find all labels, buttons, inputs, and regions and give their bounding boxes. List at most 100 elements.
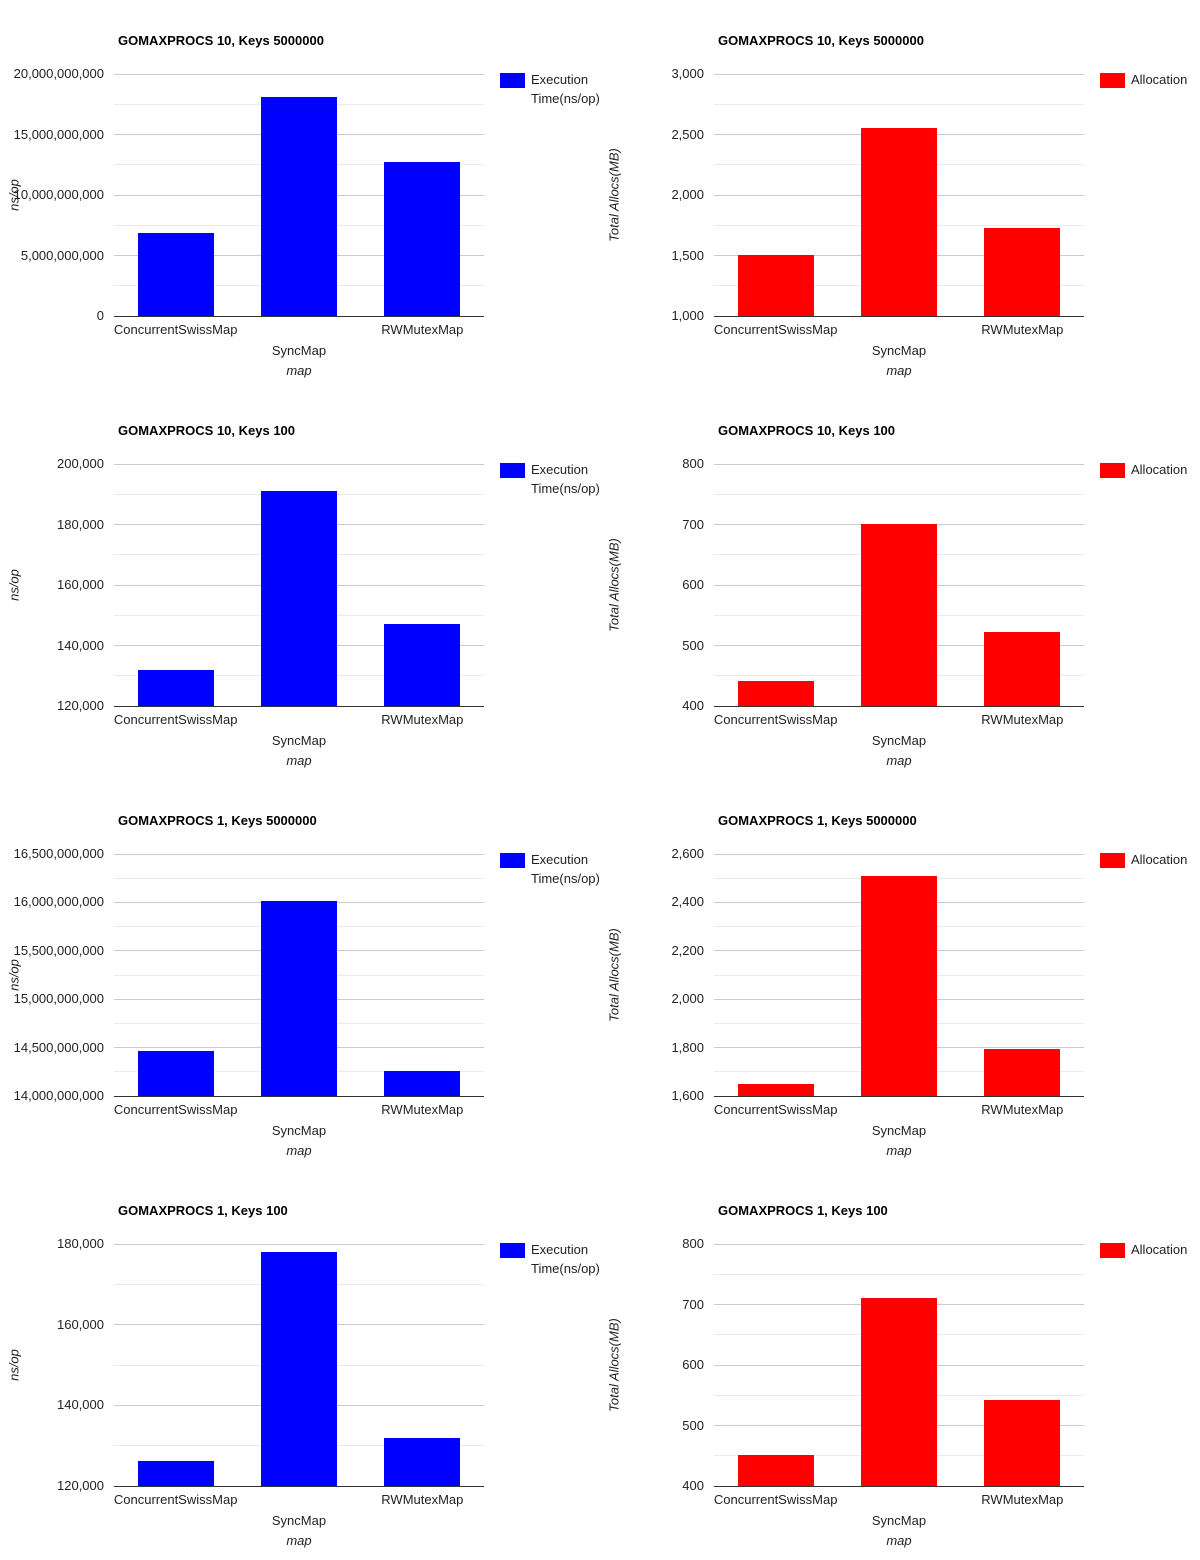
chart-exec-time-gomaxprocs10-keys100: GOMAXPROCS 10, Keys 100 ns/op 120,000 140,0… bbox=[0, 390, 600, 780]
y-tick-label: 15,500,000,000 bbox=[13, 942, 104, 958]
legend-swatch bbox=[500, 853, 525, 868]
bar-rwmutexmap bbox=[984, 227, 1061, 316]
x-category-label: ConcurrentSwissMap bbox=[713, 1492, 838, 1507]
x-category-label: RWMutexMap bbox=[381, 1102, 464, 1117]
bar-rwmutexmap bbox=[984, 631, 1061, 706]
y-tick-label: 5,000,000,000 bbox=[20, 247, 104, 263]
y-tick-label: 700 bbox=[682, 516, 704, 532]
x-axis-title: map bbox=[886, 363, 912, 378]
y-tick-label: 160,000 bbox=[57, 577, 104, 592]
chart-title: GOMAXPROCS 10, Keys 100 bbox=[118, 423, 296, 438]
bar-concurrentswissmap bbox=[737, 254, 814, 316]
y-tick-label: 1,500 bbox=[671, 247, 704, 263]
legend-label: Allocation bbox=[1131, 852, 1188, 867]
chart-title: GOMAXPROCS 10, Keys 5000000 bbox=[118, 33, 324, 48]
major-gridline bbox=[714, 1243, 1084, 1245]
major-gridline bbox=[114, 1243, 484, 1245]
y-tick-label: 14,500,000,000 bbox=[13, 1039, 104, 1055]
bar-concurrentswissmap bbox=[137, 1050, 214, 1096]
legend-swatch bbox=[500, 463, 525, 478]
x-category-label: ConcurrentSwissMap bbox=[113, 712, 238, 727]
y-tick-label: 1,000 bbox=[671, 308, 704, 323]
x-category-label: ConcurrentSwissMap bbox=[113, 1492, 238, 1507]
y-tick-label: 160,000 bbox=[57, 1316, 104, 1332]
y-tick-label: 180,000 bbox=[57, 1236, 104, 1251]
x-axis-title: map bbox=[886, 1143, 912, 1158]
legend-label: Allocation bbox=[1131, 1242, 1188, 1257]
x-category-label: RWMutexMap bbox=[981, 1492, 1064, 1507]
x-category-label: ConcurrentSwissMap bbox=[713, 322, 838, 337]
x-axis-line bbox=[714, 705, 1084, 707]
bar-syncmap bbox=[861, 875, 937, 1096]
legend: Execution Time(ns/op) bbox=[500, 72, 600, 133]
legend: Allocation bbox=[1100, 1242, 1200, 1303]
y-tick-label: 2,600 bbox=[671, 846, 704, 861]
x-category-label: RWMutexMap bbox=[981, 712, 1064, 727]
x-axis-line bbox=[114, 1485, 484, 1487]
bar-syncmap bbox=[261, 491, 337, 706]
x-category-label: RWMutexMap bbox=[981, 1102, 1064, 1117]
y-tick-label: 500 bbox=[682, 1417, 704, 1433]
x-category-label: RWMutexMap bbox=[381, 322, 464, 337]
plot-area bbox=[114, 73, 484, 317]
y-tick-label: 700 bbox=[682, 1296, 704, 1312]
x-category-label: SyncMap bbox=[271, 733, 327, 748]
legend: Execution Time(ns/op) bbox=[500, 1242, 600, 1303]
bar-concurrentswissmap bbox=[137, 233, 214, 316]
x-axis-line bbox=[114, 705, 484, 707]
legend-label: Allocation bbox=[1131, 462, 1188, 477]
minor-gridline bbox=[714, 103, 1084, 105]
x-axis-line bbox=[714, 1485, 1084, 1487]
x-category-label: ConcurrentSwissMap bbox=[713, 712, 838, 727]
x-category-label: SyncMap bbox=[871, 1513, 927, 1528]
x-category-label: ConcurrentSwissMap bbox=[113, 322, 238, 337]
chart-alloc-gomaxprocs10-keys5000000: GOMAXPROCS 10, Keys 5000000 Total Allocs(… bbox=[600, 0, 1200, 390]
x-category-label: SyncMap bbox=[271, 1123, 327, 1138]
x-category-label: SyncMap bbox=[871, 733, 927, 748]
y-tick-label: 10,000,000,000 bbox=[13, 187, 104, 202]
chart-title: GOMAXPROCS 1, Keys 5000000 bbox=[718, 813, 917, 828]
legend-swatch bbox=[1100, 1243, 1125, 1258]
major-gridline bbox=[714, 463, 1084, 465]
y-tick-label: 140,000 bbox=[57, 1397, 104, 1413]
bar-concurrentswissmap bbox=[737, 681, 814, 706]
legend: Allocation bbox=[1100, 852, 1200, 913]
y-tick-label: 0 bbox=[96, 308, 104, 323]
y-tick-label: 15,000,000,000 bbox=[13, 126, 104, 142]
chart-alloc-gomaxprocs10-keys100: GOMAXPROCS 10, Keys 100 Total Allocs(MB) 4… bbox=[600, 390, 1200, 780]
y-axis-title: ns/op bbox=[6, 959, 22, 991]
y-tick-label: 500 bbox=[682, 637, 704, 653]
major-gridline bbox=[114, 73, 484, 75]
x-axis-title: map bbox=[286, 363, 312, 378]
y-tick-label: 3,000 bbox=[671, 66, 704, 81]
chart-alloc-gomaxprocs1-keys100: GOMAXPROCS 1, Keys 100 Total Allocs(MB) 40… bbox=[600, 1170, 1200, 1560]
bar-rwmutexmap bbox=[384, 161, 461, 316]
bar-rwmutexmap bbox=[384, 623, 461, 706]
legend-label: Execution Time(ns/op) bbox=[531, 72, 600, 106]
bar-rwmutexmap bbox=[984, 1400, 1061, 1486]
minor-gridline bbox=[714, 1273, 1084, 1275]
legend-swatch bbox=[1100, 73, 1125, 88]
legend-swatch bbox=[1100, 463, 1125, 478]
y-tick-label: 16,000,000,000 bbox=[13, 894, 104, 910]
y-tick-label: 2,400 bbox=[671, 894, 704, 910]
x-axis-line bbox=[714, 315, 1084, 317]
plot-area bbox=[114, 463, 484, 707]
bar-syncmap bbox=[861, 128, 937, 316]
x-category-label: RWMutexMap bbox=[981, 322, 1064, 337]
chart-title: GOMAXPROCS 10, Keys 5000000 bbox=[718, 33, 924, 48]
major-gridline bbox=[114, 853, 484, 855]
x-category-label: SyncMap bbox=[271, 1513, 327, 1528]
y-tick-label: 16,500,000,000 bbox=[13, 846, 104, 861]
bar-rwmutexmap bbox=[984, 1048, 1061, 1096]
chart-exec-time-gomaxprocs10-keys5000000: GOMAXPROCS 10, Keys 5000000 ns/op 0 5,000,0… bbox=[0, 0, 600, 390]
x-axis-title: map bbox=[286, 1143, 312, 1158]
y-tick-label: 2,000 bbox=[671, 991, 704, 1007]
bar-syncmap bbox=[861, 1298, 937, 1486]
y-axis-title: ns/op bbox=[6, 1349, 22, 1381]
legend-swatch bbox=[1100, 853, 1125, 868]
x-axis-line bbox=[714, 1095, 1084, 1097]
major-gridline bbox=[714, 73, 1084, 75]
y-tick-label: 400 bbox=[682, 698, 704, 713]
